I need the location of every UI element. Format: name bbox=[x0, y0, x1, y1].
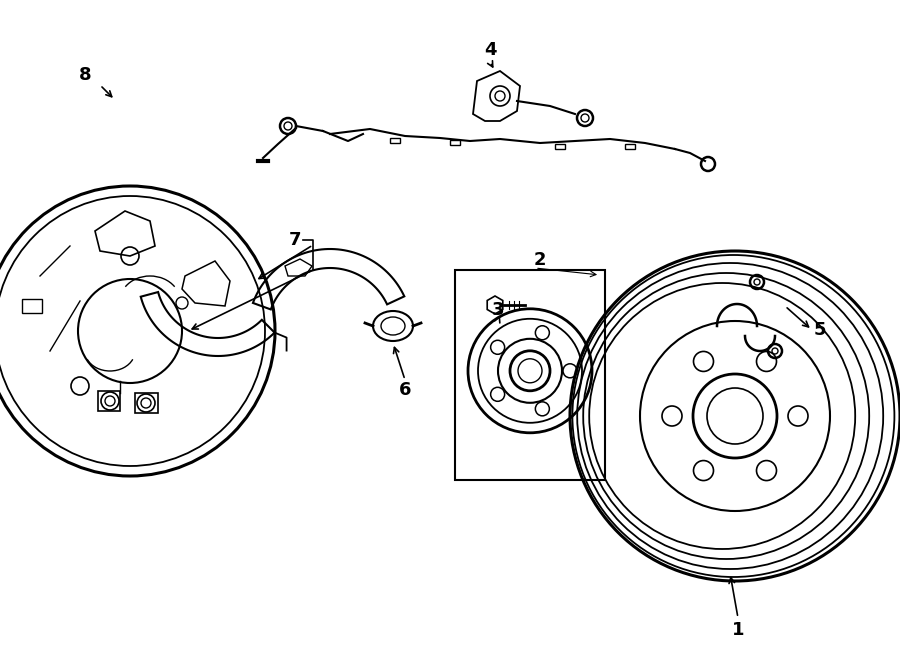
Bar bbox=[450, 140, 460, 145]
Text: 5: 5 bbox=[814, 321, 826, 339]
Text: 8: 8 bbox=[78, 66, 91, 84]
Bar bbox=[390, 138, 400, 143]
Text: 2: 2 bbox=[534, 251, 546, 269]
Text: 1: 1 bbox=[732, 621, 744, 639]
Text: 7: 7 bbox=[289, 231, 302, 249]
Text: 3: 3 bbox=[491, 301, 504, 319]
Bar bbox=[555, 144, 565, 149]
Bar bbox=[455, 270, 605, 480]
Text: 6: 6 bbox=[399, 381, 411, 399]
Text: 4: 4 bbox=[484, 41, 496, 59]
Bar bbox=[625, 144, 635, 149]
